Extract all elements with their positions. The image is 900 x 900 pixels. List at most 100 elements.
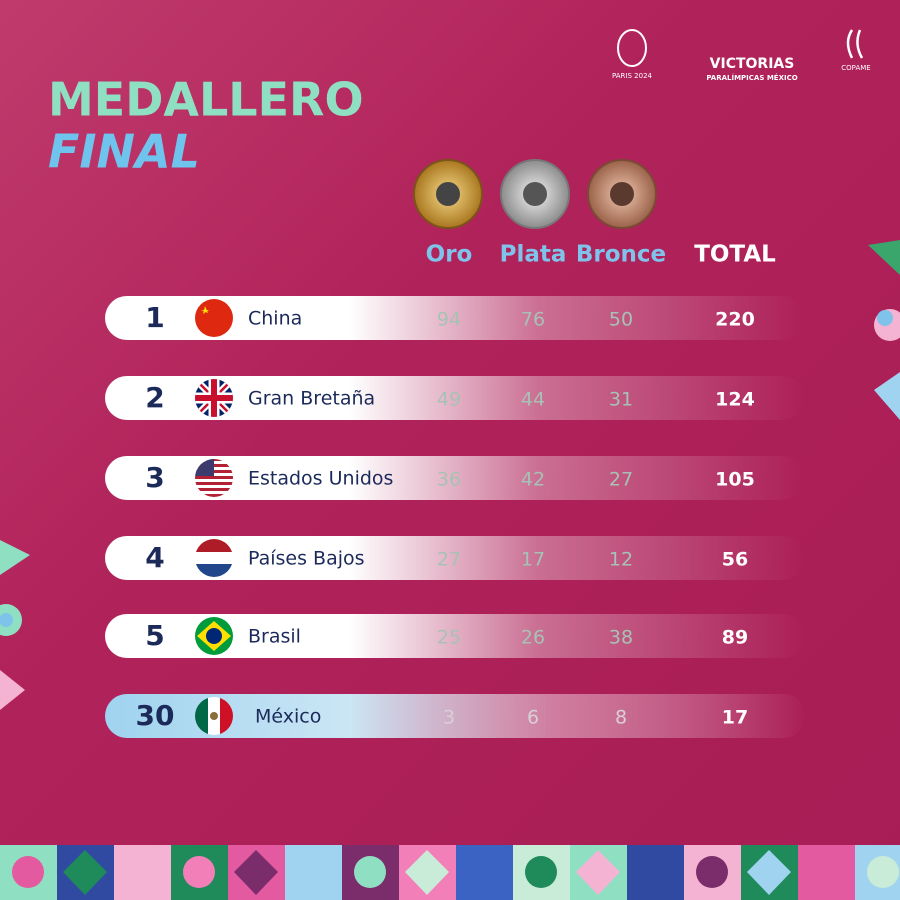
pattern-shape — [234, 850, 278, 895]
gold-count: 94 — [437, 309, 461, 331]
title: MEDALLERO — [48, 73, 364, 127]
flag-part — [195, 482, 233, 485]
title: FINAL — [48, 125, 200, 179]
bronze-count: 12 — [609, 549, 633, 571]
row-pill — [105, 694, 805, 738]
pattern-shape — [696, 856, 728, 888]
logo-text: COPAME — [841, 64, 870, 72]
silver-count: 17 — [521, 549, 545, 571]
silver-count: 42 — [521, 469, 545, 491]
rank: 2 — [145, 381, 164, 414]
table-row: 5 Brasil 25 26 38 89 — [105, 614, 805, 658]
bronze-count: 27 — [609, 469, 633, 491]
country: Brasil — [248, 626, 301, 648]
gold-count: 25 — [437, 627, 461, 649]
pattern-shape — [63, 850, 107, 895]
pattern-shape — [576, 850, 620, 895]
silver-count: 76 — [521, 309, 545, 331]
pattern-shape — [12, 856, 44, 888]
flag — [195, 697, 233, 735]
pattern-tile — [285, 845, 342, 900]
row-pill — [105, 456, 805, 500]
country: Estados Unidos — [248, 468, 393, 490]
total-count: 220 — [715, 309, 755, 331]
logo-text: VICTORIAS — [710, 56, 795, 72]
pattern-shape — [747, 850, 791, 895]
pattern-shape — [867, 856, 899, 888]
country: Gran Bretaña — [248, 388, 375, 410]
bronze-count: 8 — [615, 707, 627, 729]
column-header: Bronce — [576, 242, 666, 268]
flag-part — [195, 552, 233, 564]
pattern-shape — [183, 856, 215, 888]
flag-part — [220, 697, 233, 735]
flag-part — [210, 712, 218, 720]
logo-text: PARIS 2024 — [612, 72, 653, 80]
table-row: 1 China 94 76 50 220 — [105, 296, 805, 340]
bronze-count: 38 — [609, 627, 633, 649]
paris-logo: PARIS 2024 — [612, 29, 653, 80]
silver-count: 44 — [521, 389, 545, 411]
table-row: 4 Países Bajos 27 17 12 56 — [105, 536, 805, 580]
flag-part — [195, 564, 233, 577]
logo-text: PARALÍMPICAS MÉXICO — [706, 73, 797, 82]
flag-part — [195, 299, 233, 337]
rank: 4 — [145, 541, 164, 574]
pattern-tile — [627, 845, 684, 900]
pattern-tile — [114, 845, 171, 900]
total-count: 105 — [715, 469, 755, 491]
rank: 30 — [136, 699, 175, 732]
rank: 3 — [145, 461, 164, 494]
bronze-count: 50 — [609, 309, 633, 331]
row-pill — [105, 296, 805, 340]
medals — [413, 159, 657, 229]
column-header: TOTAL — [694, 242, 776, 268]
pattern-shape — [525, 856, 557, 888]
gold-count: 3 — [443, 707, 455, 729]
country: México — [255, 706, 321, 728]
rank: 5 — [145, 619, 164, 652]
table-row: 2 Gran Bretaña 49 44 31 124 — [105, 376, 805, 420]
total-count: 56 — [722, 549, 748, 571]
flag-part — [195, 539, 233, 552]
silver-count: 6 — [527, 707, 539, 729]
bronze-count: 31 — [609, 389, 633, 411]
column-header: Plata — [500, 242, 567, 268]
copame-logo: COPAME — [841, 29, 871, 72]
flag-part — [195, 488, 233, 491]
country: China — [248, 308, 302, 330]
table-row: 30 México 3 6 8 17 — [105, 694, 805, 738]
column-header: Oro — [426, 242, 473, 268]
flag-part — [195, 379, 233, 417]
pattern-tile — [456, 845, 513, 900]
rank: 1 — [145, 301, 164, 334]
total-count: 124 — [715, 389, 755, 411]
flag — [195, 379, 233, 417]
flag — [195, 617, 233, 655]
total-count: 89 — [722, 627, 748, 649]
gold-count: 36 — [437, 469, 461, 491]
gold-count: 27 — [437, 549, 461, 571]
total-count: 17 — [722, 707, 748, 729]
flag-part — [206, 628, 222, 644]
table-row: 3 Estados Unidos 36 42 27 105 — [105, 456, 805, 500]
row-pill — [105, 376, 805, 420]
flag — [195, 299, 233, 337]
row-pill — [105, 536, 805, 580]
flag-part — [201, 306, 209, 314]
flag-part — [195, 494, 233, 497]
flag-part — [195, 476, 233, 479]
flag — [195, 539, 233, 577]
pattern-tile — [798, 845, 855, 900]
country: Países Bajos — [248, 548, 365, 570]
pattern-shape — [354, 856, 386, 888]
silver-count: 26 — [521, 627, 545, 649]
pattern-shape — [405, 850, 449, 895]
bottom-pattern — [0, 845, 900, 900]
side-decor — [0, 240, 900, 710]
flag-part — [195, 697, 208, 735]
gold-count: 49 — [437, 389, 461, 411]
